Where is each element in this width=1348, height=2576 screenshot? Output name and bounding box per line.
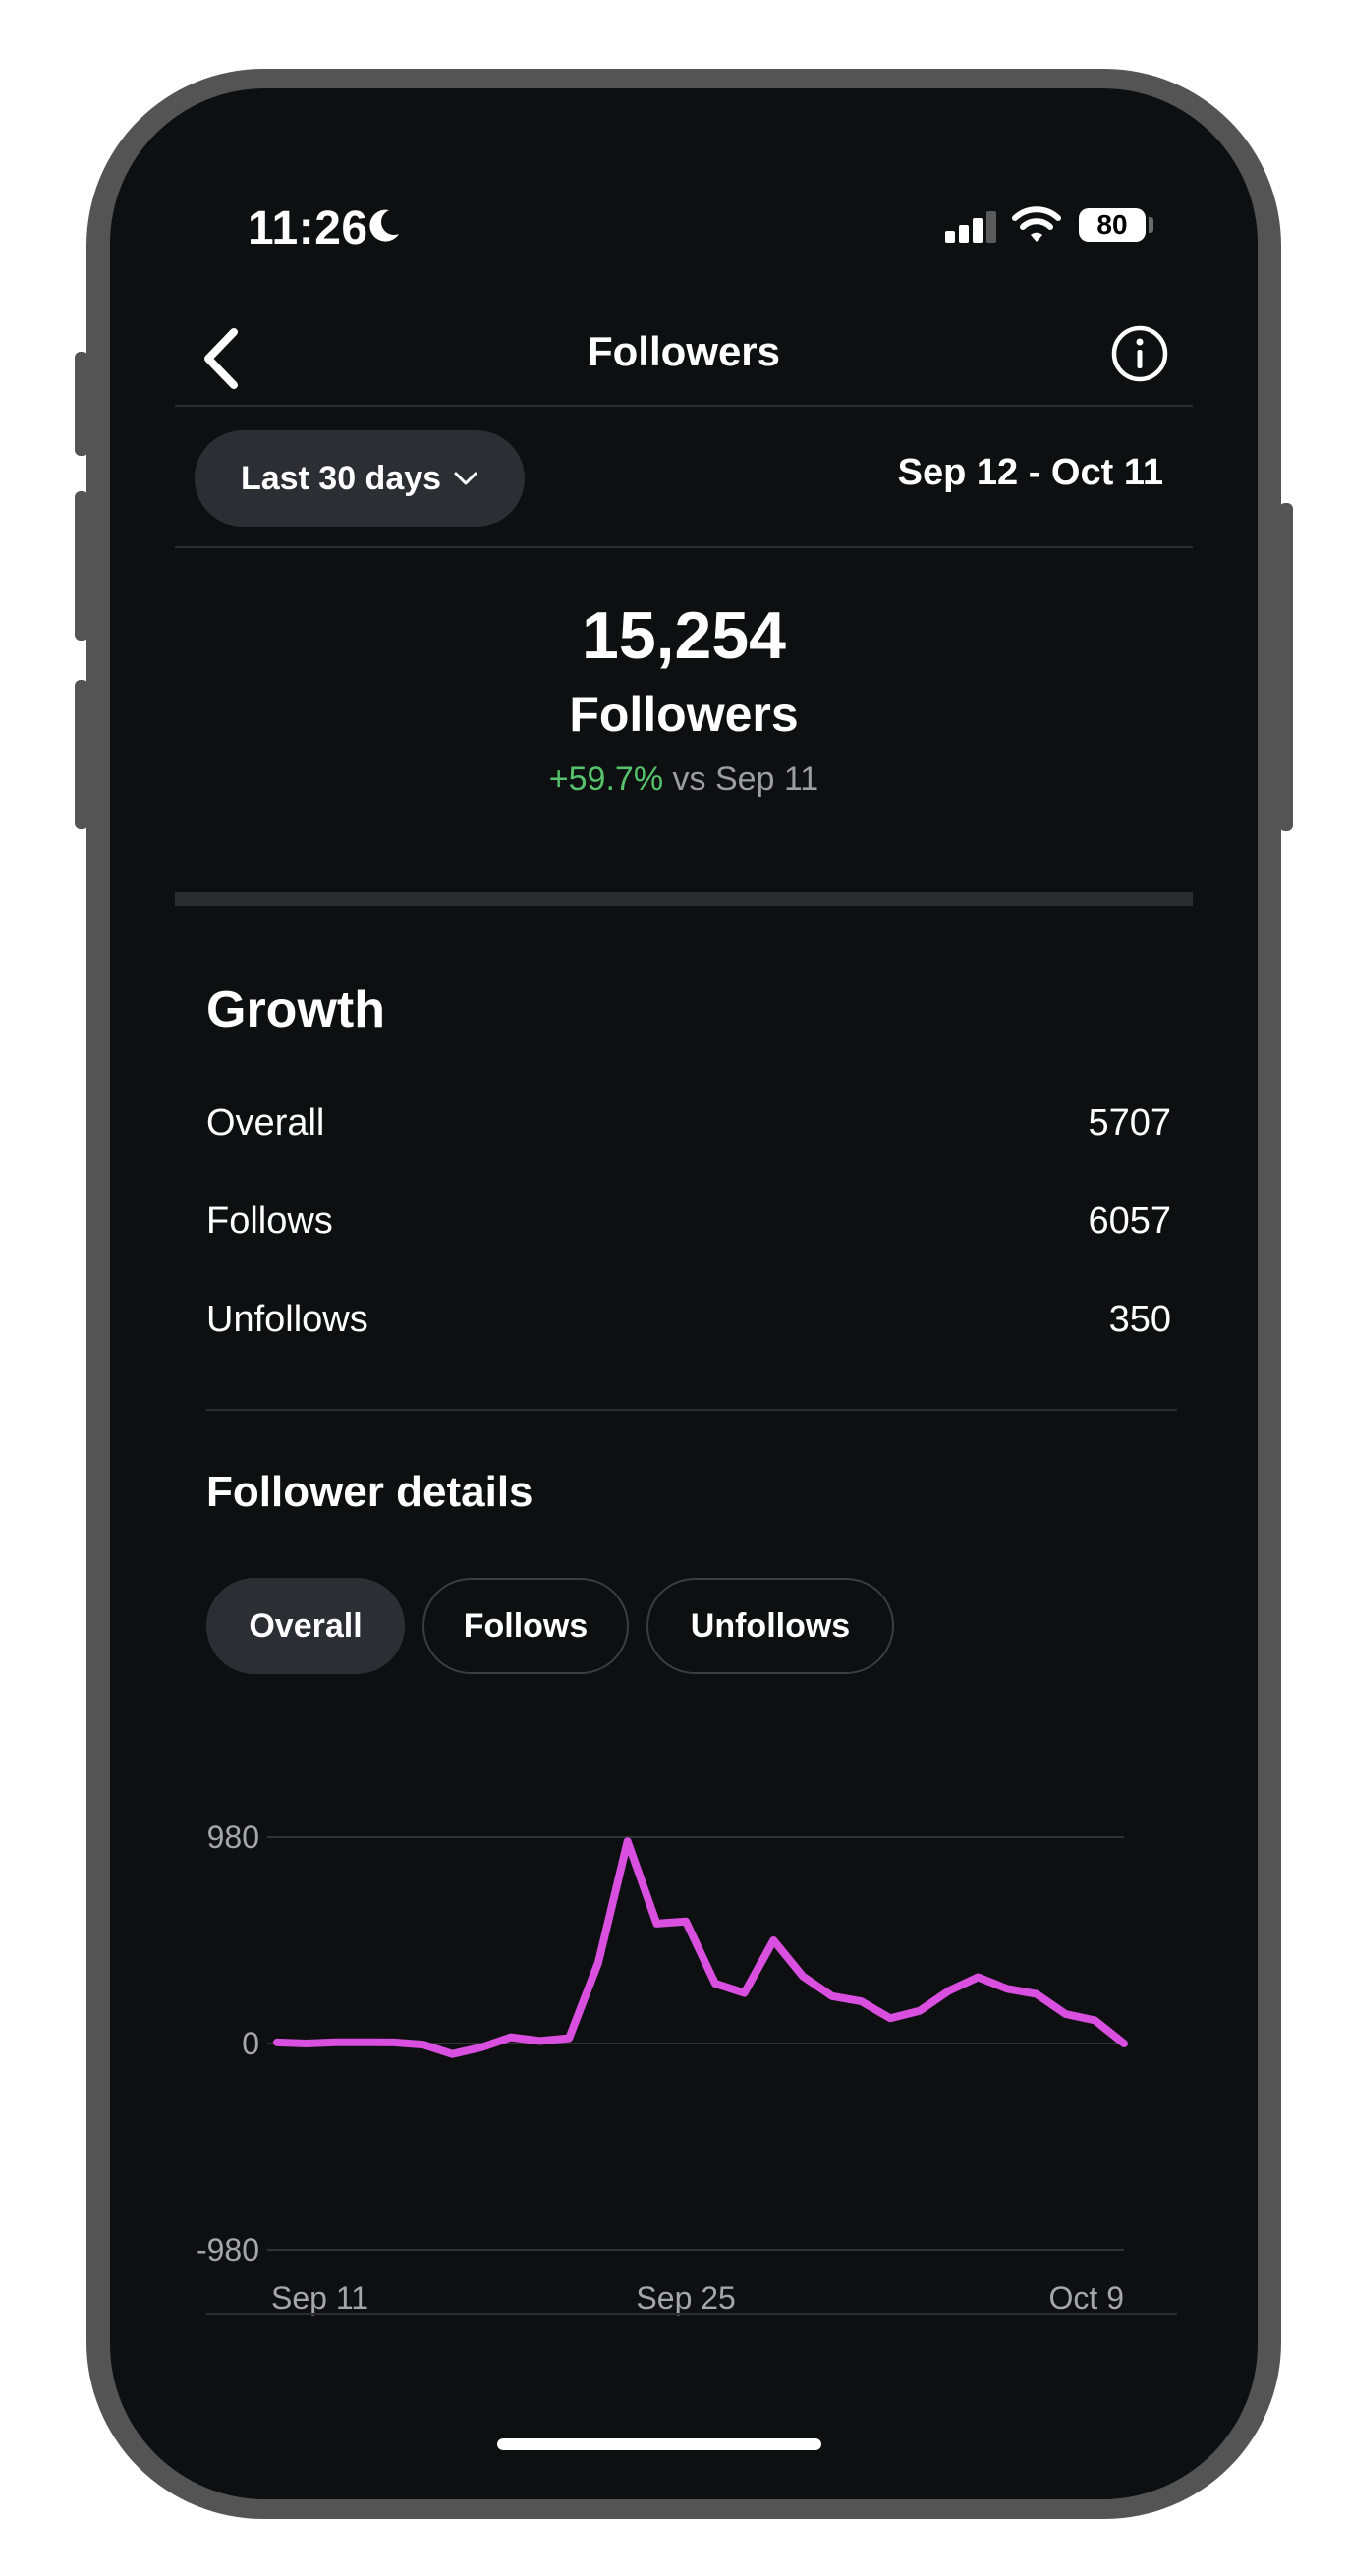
data-point [889,2017,891,2019]
y-tick-label: 0 [242,2026,259,2061]
growth-unfollows-value: 350 [1108,1299,1171,1340]
data-point [451,2053,453,2055]
status-time: 11:26 [248,202,368,254]
data-point [831,1995,833,1997]
data-point [539,2040,541,2042]
tab-overall[interactable]: Overall [206,1578,405,1674]
data-point [744,1992,746,1994]
growth-overall-value: 5707 [1088,1102,1171,1144]
cellular-signal-icon [945,211,998,243]
battery-tip [1149,217,1153,233]
growth-unfollows-label: Unfollows [206,1299,368,1340]
header-divider [175,405,1193,407]
growth-follows-label: Follows [206,1201,333,1242]
data-point [510,2037,512,2039]
x-tick-label: Sep 11 [271,2280,368,2316]
tab-unfollows[interactable]: Unfollows [646,1578,894,1674]
x-tick-label: Sep 25 [636,2280,735,2316]
data-point [1036,1993,1038,1995]
tab-follows[interactable]: Follows [422,1578,629,1674]
follower-count-label: Followers [569,687,799,742]
wifi-icon [1012,206,1061,242]
data-point [1065,2013,1067,2015]
data-point [948,1989,950,1991]
y-tick-label: 980 [207,1820,259,1855]
change-percent: +59.7% [548,760,664,798]
data-point [334,2042,336,2044]
page-title: Followers [587,328,781,374]
y-tick-label: -980 [197,2232,259,2268]
x-tick-label: Oct 9 [1049,2280,1124,2316]
follower-details-title: Follower details [206,1468,534,1516]
side-button-volume-down [75,680,88,829]
data-point [597,1962,599,1963]
growth-overall-label: Overall [206,1102,325,1144]
moon-icon [369,209,399,242]
growth-divider [206,1409,1177,1411]
data-point [772,1939,774,1941]
screen: 11:26 80 Followers Last 30 days Sep 12 -… [110,88,1258,2499]
growth-follows-value: 6057 [1088,1201,1171,1242]
side-button-volume-up [75,491,88,641]
chevron-down-icon [454,472,477,485]
data-point [802,1975,804,1977]
growth-title: Growth [206,981,385,1038]
data-point [685,1921,687,1923]
data-point [276,2042,278,2044]
range-divider [175,546,1193,548]
follower-change: +59.7% vs Sep 11 [110,760,1258,799]
data-point [568,2038,570,2040]
change-comparison: vs Sep 11 [672,760,819,798]
data-point [860,2000,862,2002]
follower-count: 15,254 [582,598,786,673]
section-divider [175,892,1193,906]
data-point [977,1977,979,1978]
date-range-text: Sep 12 - Oct 11 [897,452,1163,493]
data-point [655,1923,657,1925]
date-range-label: Last 30 days [240,459,442,497]
side-button-mute [75,352,88,456]
info-icon[interactable] [1110,324,1169,383]
data-point [714,1983,716,1985]
home-indicator[interactable] [497,2438,821,2450]
side-button-power [1279,503,1293,831]
date-range-selector[interactable]: Last 30 days [195,430,525,527]
data-point [627,1840,629,1842]
data-point [480,2046,482,2048]
data-point [393,2042,395,2044]
series-line-overall [273,1837,1128,2058]
follower-chart: 980 0 -980 Sep 11 Sep 25 Oct 9 [197,1820,1128,2316]
chart-divider [206,2313,1177,2315]
battery-icon: 80 [1079,208,1146,242]
data-point [919,2010,921,2012]
data-point [422,2044,424,2045]
back-button[interactable] [195,324,244,393]
data-point [1006,1988,1008,1989]
battery-level: 80 [1096,209,1128,240]
